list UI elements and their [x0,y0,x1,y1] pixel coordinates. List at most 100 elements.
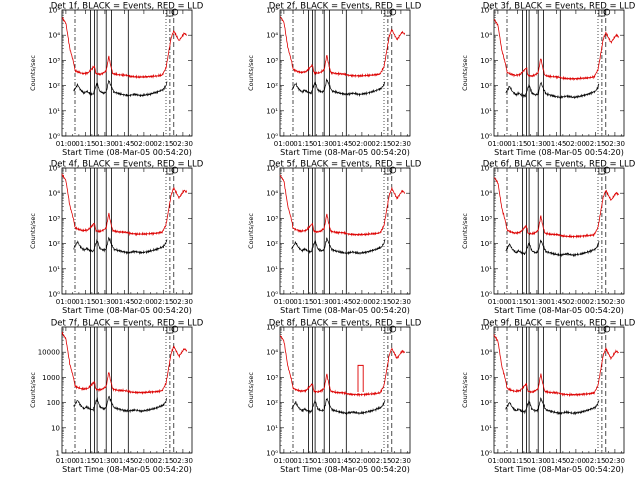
y-tick-label: 10⁵ [266,7,278,15]
y-tick-label: 10⁴ [480,190,492,198]
y-tick-label: 10¹ [480,265,492,273]
attenuator-circle-icon [389,8,397,16]
x-axis-label: Start Time (08-Mar-05 00:54:20) [494,148,624,157]
x-tick-label: 01:00 [274,140,294,148]
attenuator-circle-icon [171,166,179,174]
x-tick-label: 01:45 [332,298,352,306]
attenuator-box-icon [384,9,392,17]
panel-title: Det 1f, BLACK = Events, RED = LLD [51,2,204,12]
y-tick-label: 10⁰ [266,450,278,458]
plot-frame [61,326,193,454]
y-tick-label: 10⁵ [480,324,492,332]
x-axis-label: Start Time (08-Mar-05 00:54:20) [62,148,192,157]
y-tick-label: 100 [47,399,60,407]
y-tick-label: 10⁰ [48,291,60,299]
x-tick-label: 01:45 [114,140,134,148]
y-axis-label: Counts/sec [29,55,37,91]
x-tick-label: 01:00 [56,457,76,465]
series-lld-red [61,331,188,395]
x-tick-label: 01:00 [274,298,294,306]
x-tick-label: 02:30 [391,140,411,148]
x-tick-label: 02:15 [585,140,605,148]
panel-det-7: Det 7f, BLACK = Events, RED = LLD 01:00 01… [29,319,204,475]
x-tick-label: 01:15 [507,140,527,148]
x-tick-label: 01:45 [332,140,352,148]
x-axis-label: Start Time (08-Mar-05 00:54:20) [62,465,192,474]
y-tick-label: 10¹ [266,265,278,273]
series-lld-spike [357,364,364,392]
x-tick-label: 01:15 [75,140,95,148]
x-tick-label: 02:00 [566,140,586,148]
x-axis-label: Start Time (08-Mar-05 00:54:20) [494,306,624,315]
series-lld-red [493,334,619,398]
y-tick-label: 10² [480,82,492,90]
x-tick-label: 01:30 [95,457,115,465]
y-tick-label: 10⁵ [266,165,278,173]
attenuator-circle-icon [603,325,611,333]
y-tick-label: 10³ [480,57,492,65]
y-tick-label: 10⁵ [266,324,278,332]
x-tick-label: 01:00 [488,140,508,148]
x-tick-label: 02:15 [371,140,391,148]
x-tick-label: 02:30 [173,140,193,148]
x-tick-label: 01:45 [114,457,134,465]
x-tick-label: 01:15 [293,457,313,465]
y-axis-label: Counts/sec [461,213,469,249]
y-axis-label: Counts/sec [461,372,469,408]
y-tick-label: 10⁰ [266,291,278,299]
y-axis-label: Counts/sec [247,213,255,249]
y-tick-label: 10⁴ [48,32,60,40]
attenuator-circle-icon [171,325,179,333]
y-axis-label: Counts/sec [29,372,37,408]
plot-frame [493,167,625,295]
x-tick-label: 02:30 [391,457,411,465]
y-tick-label: 10² [48,82,60,90]
x-tick-label: 02:00 [352,140,372,148]
series-lld-red [279,16,406,79]
x-tick-label: 01:15 [75,298,95,306]
y-tick-label: 10⁵ [48,165,60,173]
plot-frame [61,167,193,295]
series-events-black [73,79,168,98]
x-tick-label: 01:45 [114,298,134,306]
plot-frame [279,167,411,295]
x-tick-label: 01:45 [332,457,352,465]
y-tick-label: 10⁴ [266,349,278,357]
x-tick-label: 02:15 [585,298,605,306]
x-tick-label: 01:30 [313,457,333,465]
series-lld-red [61,16,188,80]
x-tick-label: 02:30 [173,298,193,306]
x-tick-label: 02:00 [566,457,586,465]
x-tick-label: 01:30 [313,298,333,306]
series-events-black [291,237,386,256]
panel-title: Det 6f, BLACK = Events, RED = LLD [483,160,636,170]
x-tick-label: 01:30 [313,140,333,148]
y-tick-label: 10⁴ [266,190,278,198]
x-tick-label: 01:15 [507,457,527,465]
x-tick-label: 02:15 [153,140,173,148]
x-tick-label: 02:30 [605,140,625,148]
y-tick-label: 10¹ [480,424,492,432]
x-axis-label: Start Time (08-Mar-05 00:54:20) [280,306,410,315]
y-tick-label: 10³ [266,57,278,65]
y-tick-label: 10³ [266,215,278,223]
y-tick-label: 10³ [48,57,60,65]
y-axis-label: Counts/sec [29,213,37,249]
y-tick-label: 10³ [266,374,278,382]
x-tick-label: 01:30 [95,298,115,306]
x-tick-label: 02:30 [173,457,193,465]
y-tick-label: 10² [480,240,492,248]
panel-title: Det 7f, BLACK = Events, RED = LLD [51,319,204,329]
y-tick-label: 10⁵ [480,7,492,15]
attenuator-box-icon [166,167,174,175]
x-tick-label: 01:00 [488,298,508,306]
y-tick-label: 10⁵ [48,7,60,15]
y-axis-label: Counts/sec [461,55,469,91]
x-tick-label: 02:00 [134,140,154,148]
x-tick-label: 01:00 [488,457,508,465]
attenuator-circle-icon [171,8,179,16]
series-events-black [73,236,168,255]
